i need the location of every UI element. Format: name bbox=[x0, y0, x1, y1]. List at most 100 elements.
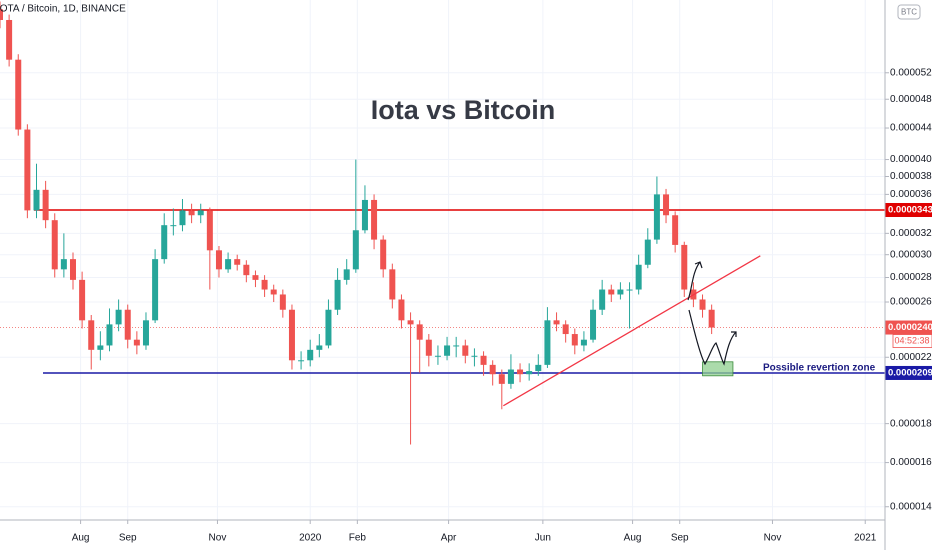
support-tag-label: 0.00002098 bbox=[888, 367, 932, 378]
candle-body bbox=[142, 320, 149, 346]
x-tick-label: Nov bbox=[209, 533, 227, 544]
drawn-arrow bbox=[688, 309, 737, 366]
currency-label: BTC bbox=[901, 8, 917, 17]
candle-body bbox=[507, 369, 514, 384]
resistance-tag bbox=[885, 203, 932, 218]
y-tick-label: 0.00004800 bbox=[890, 94, 932, 105]
candle-body bbox=[88, 320, 95, 350]
annotation: Possible revertion zone bbox=[763, 362, 876, 373]
candle-body bbox=[699, 299, 706, 310]
candle-body bbox=[444, 345, 451, 356]
candle-body bbox=[580, 339, 587, 346]
last_price-tag-label: 0.00002407 bbox=[888, 322, 932, 333]
drawn-arrow bbox=[687, 261, 703, 301]
candle-body bbox=[115, 309, 122, 325]
candle-body bbox=[380, 239, 387, 270]
candle-body bbox=[708, 309, 715, 328]
candle-body bbox=[24, 129, 31, 211]
candle-body bbox=[371, 199, 378, 240]
y-tick-label: 0.00002800 bbox=[890, 272, 932, 283]
last_price-tag bbox=[885, 320, 932, 335]
y-tick-label: 0.00003000 bbox=[890, 249, 932, 260]
candle-body bbox=[626, 289, 633, 291]
currency-badge[interactable] bbox=[897, 4, 921, 20]
candle-body bbox=[489, 364, 496, 375]
candle-body bbox=[197, 210, 204, 216]
x-tick-label: Sep bbox=[119, 533, 137, 544]
resistance-tag-label: 0.00003434 bbox=[888, 205, 932, 216]
candle-body bbox=[416, 324, 423, 340]
candle-body bbox=[471, 355, 478, 357]
candle-body bbox=[234, 259, 241, 265]
candle-body bbox=[453, 345, 460, 347]
y-tick-label: 0.00001400 bbox=[890, 501, 932, 512]
candle-body bbox=[206, 210, 213, 251]
candle-body bbox=[261, 279, 268, 290]
candle-body bbox=[15, 59, 22, 130]
candle-body bbox=[334, 279, 341, 310]
x-tick-label: Aug bbox=[624, 533, 642, 544]
candle-body bbox=[517, 369, 524, 375]
candle-body bbox=[352, 230, 359, 270]
candle-body bbox=[644, 239, 651, 265]
candle-body bbox=[635, 264, 642, 290]
plot-area bbox=[0, 1, 885, 445]
candle-body bbox=[544, 320, 551, 365]
candle-body bbox=[133, 339, 140, 346]
x-tick-label: Nov bbox=[764, 533, 782, 544]
candle-body bbox=[69, 259, 76, 280]
candle-body bbox=[571, 334, 578, 346]
candle-body bbox=[97, 345, 104, 350]
candle-body bbox=[124, 309, 131, 340]
x-tick-label: Aug bbox=[72, 533, 90, 544]
candle-body bbox=[60, 259, 67, 270]
support-tag bbox=[885, 365, 932, 380]
grid bbox=[0, 0, 885, 520]
trendline bbox=[502, 255, 761, 407]
y-tick-label: 0.00004000 bbox=[890, 154, 932, 165]
candle-body bbox=[106, 324, 113, 346]
candle-body bbox=[434, 355, 441, 357]
candle-body bbox=[498, 374, 505, 384]
y-tick-label: 0.00003800 bbox=[890, 171, 932, 182]
candle-body bbox=[672, 215, 679, 245]
candle-body bbox=[681, 244, 688, 290]
y-tick-label: 0.00003200 bbox=[890, 228, 932, 239]
candle-body bbox=[279, 294, 286, 310]
candle-body bbox=[653, 194, 660, 240]
candle-body bbox=[6, 19, 13, 60]
candle-body bbox=[389, 269, 396, 300]
y-tick-label: 0.00005200 bbox=[890, 67, 932, 78]
candle-body bbox=[307, 349, 314, 361]
candle-body bbox=[33, 189, 40, 211]
candle-body bbox=[325, 309, 332, 346]
candle-body bbox=[170, 225, 177, 227]
candle-body bbox=[51, 220, 58, 270]
candle-body bbox=[179, 210, 186, 226]
candle-body bbox=[270, 289, 277, 295]
candle-body bbox=[298, 360, 305, 362]
candle-body bbox=[188, 210, 195, 216]
candle-body bbox=[663, 194, 670, 216]
candle-body bbox=[243, 264, 250, 276]
chart-header: IOTA / Bitcoin, 1D, BINANCE bbox=[0, 4, 126, 15]
x-tick-label: Jun bbox=[535, 533, 551, 544]
revertion-zone bbox=[702, 361, 734, 377]
candle-body bbox=[590, 309, 597, 340]
chart-title: Iota vs Bitcoin bbox=[371, 95, 556, 125]
candle-body bbox=[343, 269, 350, 280]
candle-body bbox=[608, 289, 615, 295]
y-tick-label: 0.00004400 bbox=[890, 123, 932, 134]
candle-body bbox=[462, 345, 469, 356]
candle-body bbox=[225, 259, 232, 270]
x-tick-label: Feb bbox=[349, 533, 367, 544]
candle-body bbox=[215, 250, 222, 270]
candle-body bbox=[161, 225, 168, 260]
countdown-tag bbox=[892, 334, 932, 348]
candle-body bbox=[361, 199, 368, 231]
candle-body bbox=[252, 275, 259, 280]
candle-body bbox=[407, 320, 414, 325]
x-tick-label: 2021 bbox=[854, 533, 877, 544]
